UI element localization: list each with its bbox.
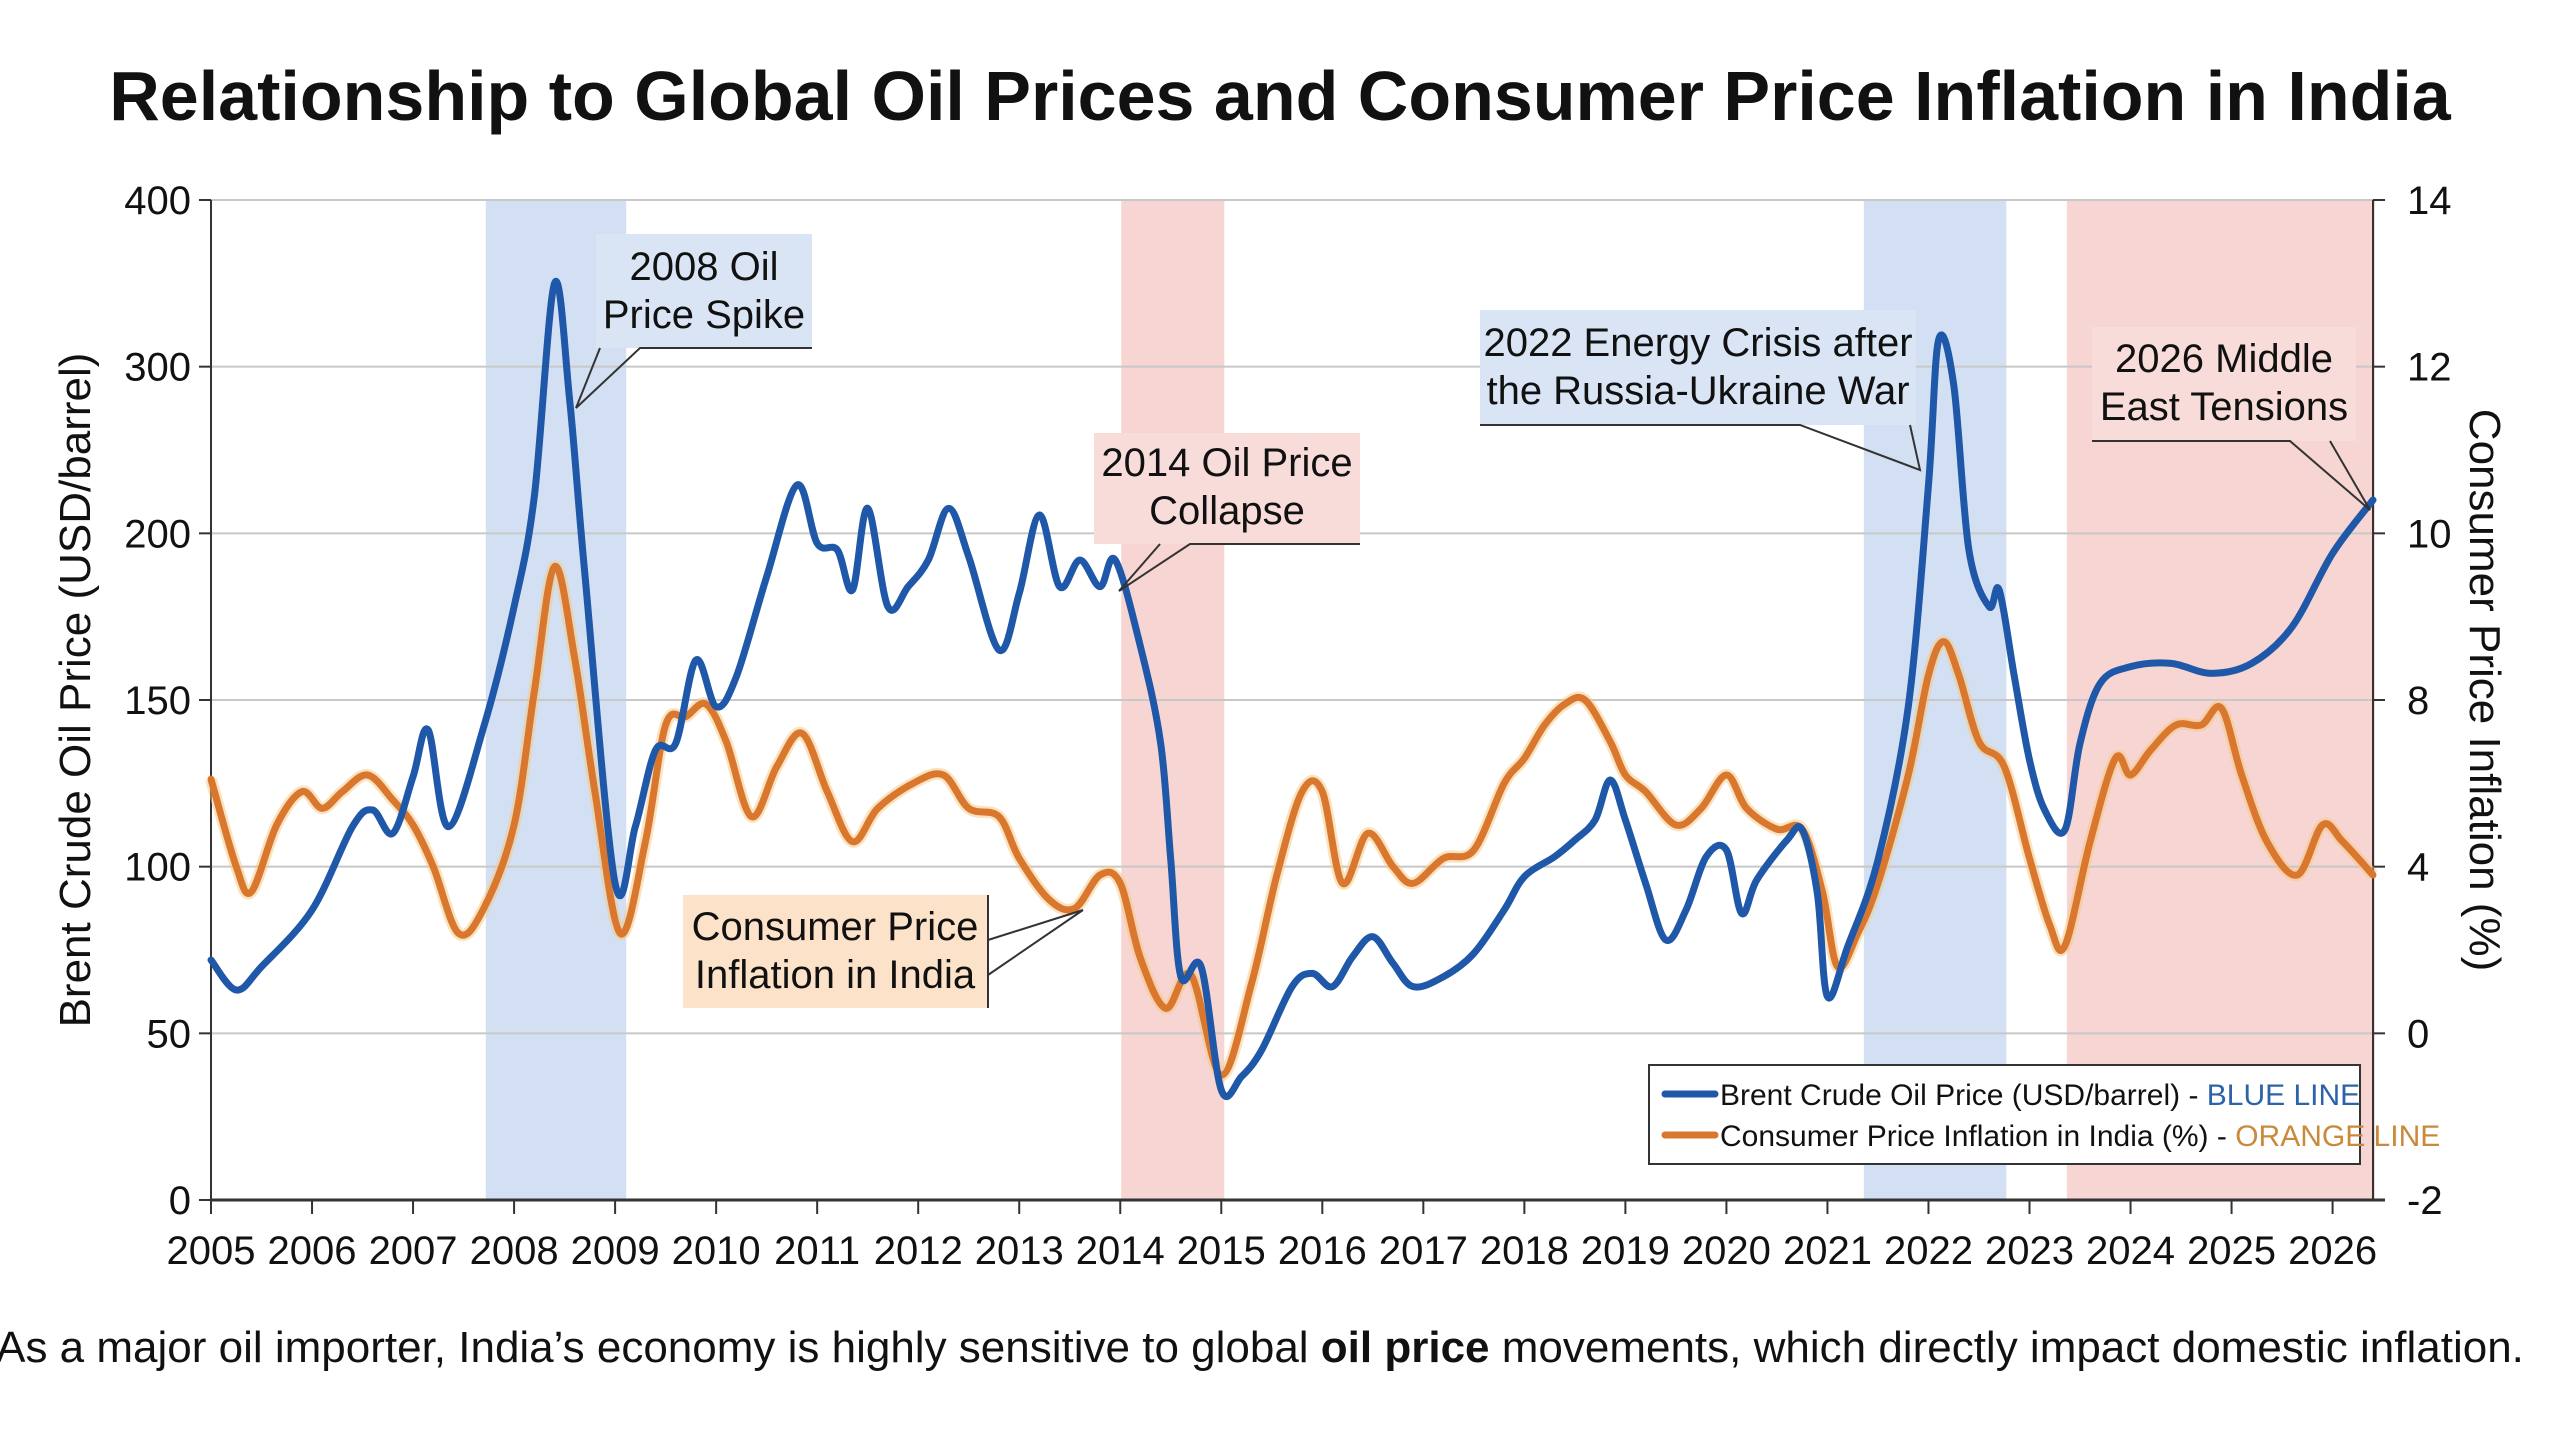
caption: As a major oil importer, India’s economy… xyxy=(0,1323,2524,1372)
annotation-line: Inflation in India xyxy=(695,953,976,997)
y-left-tick-label: 0 xyxy=(169,1179,191,1223)
axes: 400 14 300 12 200 10 150 8 100 4 50 0 0 -2 2005 2006 200… xyxy=(124,179,2451,1273)
x-tick-label: 2009 xyxy=(571,1229,660,1273)
x-tick-label: 2026 xyxy=(2288,1229,2377,1273)
y-right-tick-label: 8 xyxy=(2407,679,2429,723)
y-right-tick-label: 4 xyxy=(2407,846,2429,890)
annotation-line: Consumer Price xyxy=(692,905,979,949)
annotation-cpi: Consumer Price Inflation in India xyxy=(683,895,1084,1008)
annotation-2026-tensions: 2026 Middle East Tensions xyxy=(2092,327,2371,511)
y-left-axis-label: Brent Crude Oil Price (USD/barrel) xyxy=(51,353,100,1028)
annotation-line: East Tensions xyxy=(2100,385,2348,429)
x-tick-label: 2024 xyxy=(2086,1229,2175,1273)
legend-entry-oil: Brent Crude Oil Price (USD/barrel) - BLU… xyxy=(1720,1079,2360,1112)
y-left-tick-label: 400 xyxy=(124,179,191,223)
annotation-line: Collapse xyxy=(1149,489,1305,533)
annotation-line: 2008 Oil xyxy=(630,245,779,289)
legend-entry-cpi: Consumer Price Inflation in India (%) - … xyxy=(1720,1120,2440,1153)
y-left-tick-label: 200 xyxy=(124,512,191,556)
y-left-tick-label: 100 xyxy=(124,846,191,890)
oil-price-line xyxy=(207,277,2377,1101)
x-tick-label: 2012 xyxy=(874,1229,963,1273)
y-right-tick-label: 12 xyxy=(2407,346,2452,390)
annotation-line: 2022 Energy Crisis after xyxy=(1483,321,1912,365)
x-tick-label: 2010 xyxy=(672,1229,761,1273)
y-right-tick-label: 0 xyxy=(2407,1012,2429,1056)
x-tick-label: 2014 xyxy=(1076,1229,1165,1273)
x-tick-label: 2016 xyxy=(1278,1229,1367,1273)
legend: Brent Crude Oil Price (USD/barrel) - BLU… xyxy=(1648,1064,2440,1165)
annotation-line: the Russia-Ukraine War xyxy=(1486,369,1909,413)
x-tick-label: 2011 xyxy=(774,1229,860,1273)
y-right-axis-label: Consumer Price Inflation (%) xyxy=(2460,409,2509,971)
x-tick-label: 2019 xyxy=(1581,1229,1670,1273)
x-tick-label: 2006 xyxy=(268,1229,357,1273)
annotation-line: 2014 Oil Price xyxy=(1101,441,1352,485)
x-tick-label: 2007 xyxy=(369,1229,458,1273)
x-tick-label: 2023 xyxy=(1985,1229,2074,1273)
annotation-2014-collapse: 2014 Oil Price Collapse xyxy=(1094,433,1360,592)
annotation-line: 2026 Middle xyxy=(2115,337,2333,381)
y-left-tick-label: 150 xyxy=(124,679,191,723)
x-tick-label: 2025 xyxy=(2187,1229,2276,1273)
y-left-tick-label: 300 xyxy=(124,346,191,390)
x-tick-label: 2021 xyxy=(1783,1229,1872,1273)
x-tick-label: 2022 xyxy=(1884,1229,1973,1273)
y-left-tick-label: 50 xyxy=(147,1012,192,1056)
x-tick-label: 2013 xyxy=(975,1229,1064,1273)
cpi-line xyxy=(207,563,2377,1079)
y-right-tick-label: 10 xyxy=(2407,512,2452,556)
x-tick-label: 2018 xyxy=(1480,1229,1569,1273)
annotation-line: Price Spike xyxy=(603,293,805,337)
x-tick-label: 2020 xyxy=(1682,1229,1771,1273)
y-right-tick-label: 14 xyxy=(2407,179,2452,223)
x-tick-label: 2015 xyxy=(1177,1229,1266,1273)
gridlines xyxy=(211,199,2373,1035)
annotation-2008-spike: 2008 Oil Price Spike xyxy=(575,234,812,409)
x-tick-label: 2017 xyxy=(1379,1229,1468,1273)
x-tick-label: 2008 xyxy=(470,1229,559,1273)
y-right-tick-label: -2 xyxy=(2407,1179,2443,1223)
chart-title: Relationship to Global Oil Prices and Co… xyxy=(109,57,2452,135)
annotation-2022-energy-crisis: 2022 Energy Crisis after the Russia-Ukra… xyxy=(1480,310,1922,472)
series-lines xyxy=(205,277,2378,1101)
x-tick-label: 2005 xyxy=(167,1229,256,1273)
